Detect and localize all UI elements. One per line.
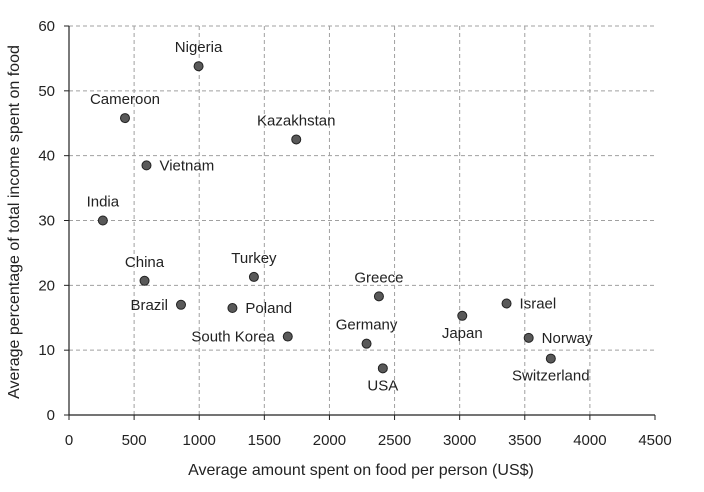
x-tick-label: 2500 (378, 432, 411, 449)
x-tick-label: 500 (122, 432, 147, 449)
data-point (523, 332, 534, 343)
data-point (227, 303, 238, 314)
x-tick-label: 4500 (638, 432, 671, 449)
data-label: Japan (442, 325, 483, 342)
data-label: Germany (336, 317, 398, 334)
data-point (141, 160, 152, 171)
x-tick-label: 3000 (443, 432, 476, 449)
data-point (377, 363, 388, 374)
y-axis-label: Average percentage of total income spent… (6, 45, 23, 399)
y-tick-label: 30 (38, 213, 55, 230)
data-point (139, 275, 150, 286)
data-point (193, 61, 204, 72)
data-label: Switzerland (512, 368, 590, 385)
data-point (545, 353, 556, 364)
y-tick-label: 20 (38, 277, 55, 294)
data-label: Cameroon (90, 91, 160, 108)
y-tick-label: 60 (38, 18, 55, 35)
data-point (248, 271, 259, 282)
x-tick-label: 4000 (573, 432, 606, 449)
data-point (361, 338, 372, 349)
data-label: Vietnam (159, 157, 214, 174)
x-axis-ticks: 0 500 1000 1500 2000 2500 3000 3500 4000 4500 (65, 415, 672, 449)
data-label: China (125, 254, 165, 271)
data-point (457, 310, 468, 321)
y-tick-label: 40 (38, 148, 55, 165)
data-label: USA (367, 377, 398, 394)
data-point (501, 298, 512, 309)
data-point (175, 299, 186, 310)
data-label: Turkey (231, 250, 277, 267)
data-label: India (87, 194, 120, 211)
data-label: Greece (354, 269, 403, 286)
y-tick-label: 10 (38, 342, 55, 359)
data-label: Poland (245, 300, 292, 317)
data-label: Israel (520, 295, 557, 312)
y-tick-label: 50 (38, 83, 55, 100)
data-point (373, 291, 384, 302)
x-tick-label: 1500 (248, 432, 281, 449)
data-point (119, 113, 130, 124)
data-point (291, 134, 302, 145)
x-tick-label: 1000 (183, 432, 216, 449)
data-points (97, 61, 556, 374)
x-axis-label: Average amount spent on food per person … (188, 462, 534, 479)
data-label: South Korea (191, 329, 275, 346)
y-axis-ticks: 0 10 20 30 40 50 60 (38, 18, 69, 424)
data-labels: Nigeria Cameroon Kazakhstan Vietnam India Tur… (87, 39, 593, 394)
x-tick-label: 3500 (508, 432, 541, 449)
data-label: Norway (542, 330, 593, 347)
grid (69, 25, 655, 415)
data-label: Nigeria (175, 39, 223, 56)
data-label: Brazil (130, 297, 168, 314)
data-label: Kazakhstan (257, 112, 335, 129)
x-tick-label: 2000 (313, 432, 346, 449)
y-tick-label: 0 (47, 407, 55, 424)
data-point (97, 215, 108, 226)
data-point (282, 331, 293, 342)
x-tick-label: 0 (65, 432, 73, 449)
